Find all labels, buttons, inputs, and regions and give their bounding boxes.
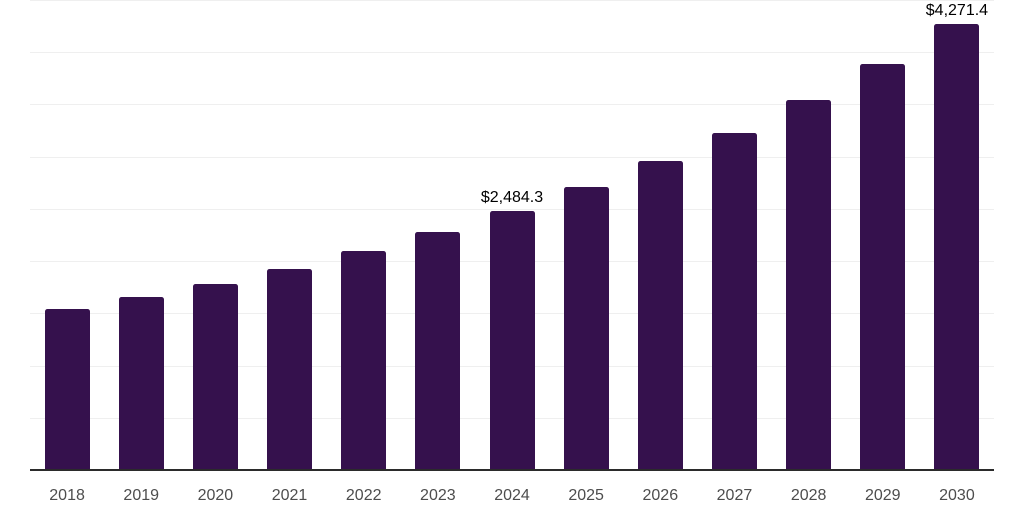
bar-2027	[711, 133, 757, 470]
x-axis-line	[30, 469, 994, 471]
plot-area: $2,484.3 $4,271.4	[30, 0, 994, 470]
bar-2020	[192, 284, 238, 470]
gridline	[30, 156, 994, 158]
bar-value-label-2030: $4,271.4	[925, 1, 989, 19]
bar-2030	[934, 23, 980, 470]
gridline	[30, 208, 994, 210]
bar-2024	[489, 210, 535, 470]
bar-2028	[786, 99, 832, 470]
gridline	[30, 0, 994, 1]
x-tick-label-2025: 2025	[568, 487, 604, 504]
x-tick-label-2026: 2026	[642, 487, 679, 504]
bar-2019	[118, 296, 164, 470]
x-tick-label-2030: 2030	[939, 487, 975, 504]
x-tick-label-2029: 2029	[864, 487, 901, 504]
bar-value-label-2024: $2,484.3	[480, 188, 544, 206]
bar-2025	[563, 186, 609, 470]
x-tick-label-2027: 2027	[716, 487, 753, 504]
x-tick-label-2018: 2018	[49, 487, 85, 504]
x-tick-label-2020: 2020	[197, 487, 234, 504]
gridline	[30, 104, 994, 106]
x-tick-label-2019: 2019	[123, 487, 160, 504]
bar-2029	[860, 63, 906, 470]
gridline	[30, 52, 994, 54]
bar-2021	[267, 269, 313, 470]
bar-2023	[415, 231, 461, 470]
x-tick-label-2021: 2021	[271, 487, 308, 504]
x-tick-label-2024: 2024	[494, 487, 530, 504]
x-tick-label-2023: 2023	[420, 487, 456, 504]
bar-2026	[637, 160, 683, 470]
x-tick-label-2022: 2022	[345, 487, 382, 504]
bar-2018	[44, 309, 90, 470]
bar-2022	[341, 251, 387, 470]
x-tick-label-2028: 2028	[790, 487, 827, 504]
